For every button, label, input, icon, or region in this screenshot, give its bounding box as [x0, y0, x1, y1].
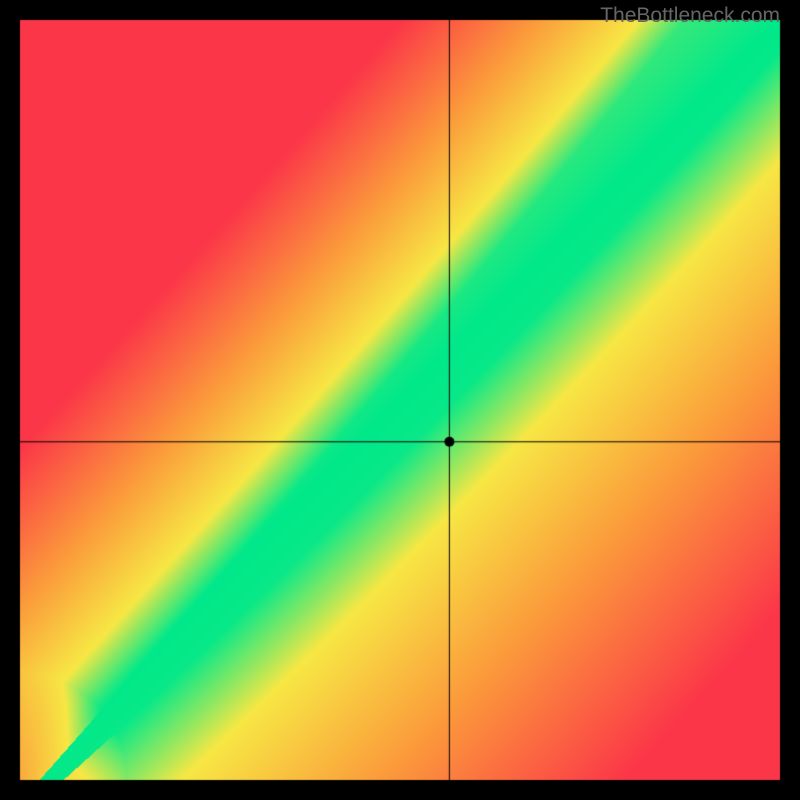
chart-container: TheBottleneck.com: [0, 0, 800, 800]
bottleneck-heatmap: [0, 0, 800, 800]
watermark-text: TheBottleneck.com: [600, 4, 780, 28]
